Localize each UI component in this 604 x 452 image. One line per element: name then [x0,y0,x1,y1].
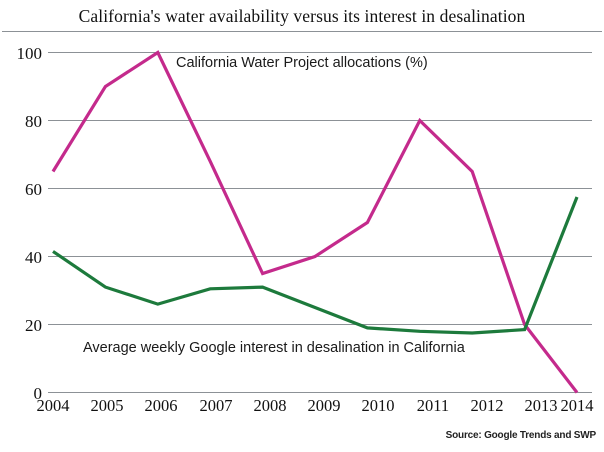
series-annotation-google-interest: Average weekly Google interest in desali… [83,340,465,356]
page-title: California's water availability versus i… [78,6,526,26]
x-axis-tick-2012: 2012 [470,396,504,415]
y-axis-tick-40: 40 [25,248,42,267]
y-axis-tick-100: 100 [16,44,43,63]
x-axis-tick-2014: 2014 [560,396,594,415]
series-annotation-water-allocations: California Water Project allocations (%) [176,55,428,71]
y-axis-tick-60: 60 [25,180,42,199]
y-axis-tick-0: 0 [33,384,43,403]
x-axis-tick-2011: 2011 [416,396,450,415]
x-axis-tick-2007: 2007 [199,396,233,415]
x-axis-tick-2013: 2013 [524,396,558,415]
x-axis-tick-2005: 2005 [90,396,124,415]
title-divider [2,31,602,32]
x-axis-tick-2008: 2008 [253,396,287,415]
gridlines [48,52,592,393]
y-axis-tick-20: 20 [25,316,42,335]
x-axis-tick-2009: 2009 [307,396,341,415]
series-line-google-interest-desalination [52,196,579,335]
source-note: Source: Google Trends and SWP [445,430,597,441]
x-axis-tick-2004: 2004 [36,396,70,415]
series-line-california-water-project-allocations [51,50,579,394]
x-axis-tick-2006: 2006 [144,396,178,415]
y-axis-tick-80: 80 [25,112,42,131]
x-axis-tick-2010: 2010 [361,396,395,415]
